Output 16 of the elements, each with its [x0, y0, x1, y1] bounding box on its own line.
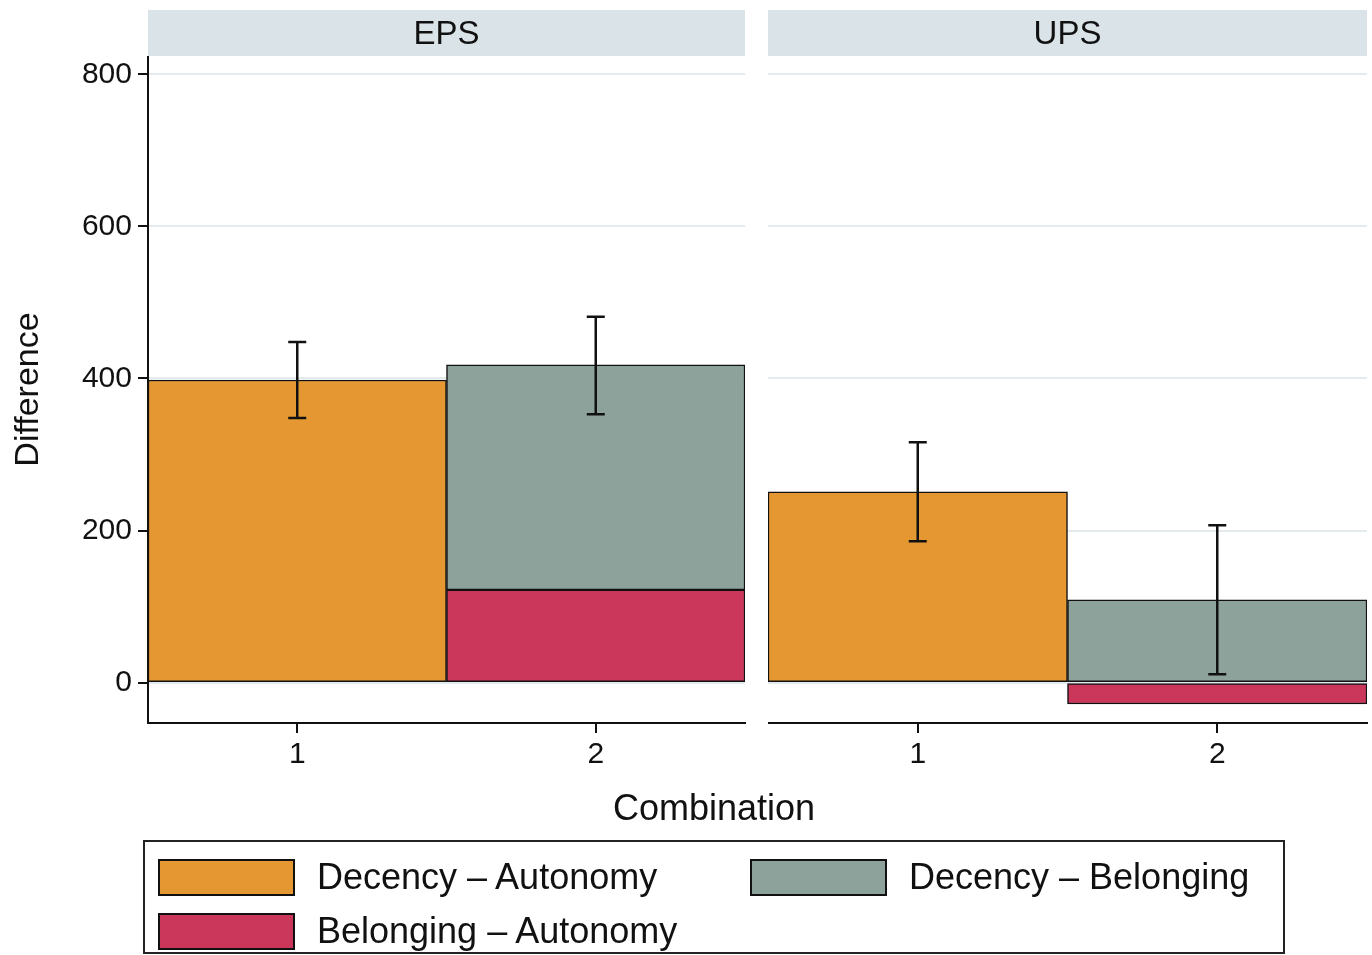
y-tick-label: 0 — [115, 663, 132, 697]
x-tick-label: 1 — [909, 736, 927, 770]
y-tick-label: 400 — [81, 359, 132, 393]
x-axis-title: Combination — [612, 787, 816, 828]
chart-title: EPS — [148, 10, 745, 56]
legend-label: Decency – Belonging — [909, 856, 1250, 897]
y-tick-label: 600 — [81, 207, 132, 241]
y-axis-title: Difference — [6, 312, 45, 467]
y-tick-label: 800 — [81, 55, 132, 89]
x-tick-label: 2 — [587, 736, 605, 770]
chart-title: UPS — [768, 10, 1367, 56]
legend-label: Belonging – Autonomy — [317, 910, 678, 951]
y-tick-label: 200 — [81, 511, 132, 545]
x-tick-label: 2 — [1208, 736, 1226, 770]
legend-label: Decency – Autonomy — [317, 856, 658, 897]
x-tick-label: 1 — [288, 736, 306, 770]
